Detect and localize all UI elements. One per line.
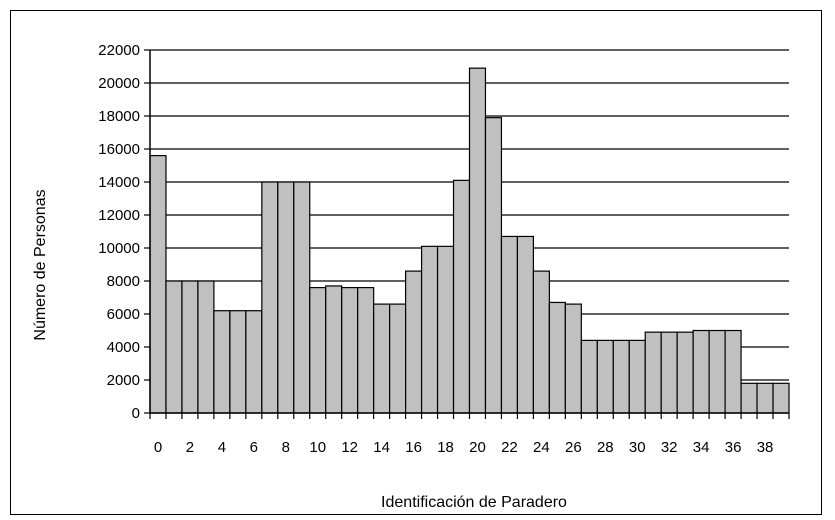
x-tick-label: 24	[533, 439, 550, 456]
bar	[740, 382, 758, 414]
bar	[420, 245, 439, 414]
bar	[692, 329, 710, 414]
axes	[149, 50, 789, 414]
y-tick-label: 2000	[107, 372, 140, 389]
x-tick-label: 26	[565, 439, 582, 456]
x-tick-label: 2	[186, 439, 194, 456]
bar	[772, 382, 790, 414]
x-tick-label: 34	[693, 439, 710, 456]
bar	[452, 179, 471, 414]
bar	[165, 280, 183, 414]
y-tick-label: 10000	[98, 240, 140, 257]
bar	[756, 382, 774, 414]
bar	[229, 310, 247, 414]
bar	[548, 301, 566, 414]
bar	[245, 310, 263, 414]
y-tick-label: 4000	[107, 339, 140, 356]
y-tick-label: 14000	[98, 174, 140, 191]
x-tick-label: 20	[469, 439, 486, 456]
bar	[261, 181, 279, 414]
x-tick-label: 30	[629, 439, 646, 456]
bar	[325, 285, 343, 414]
chart-frame	[10, 10, 822, 515]
bar	[708, 329, 726, 414]
x-tick-label: 28	[597, 439, 614, 456]
y-tick-label: 8000	[107, 273, 140, 290]
bar	[596, 339, 614, 414]
x-tick-label: 8	[282, 439, 290, 456]
bar	[468, 67, 487, 414]
y-tick-label: 20000	[98, 75, 140, 92]
y-tick-label: 22000	[98, 42, 140, 59]
y-tick-labels: 0 2000 4000 6000 8000 10000 12000 14000 16000 180…	[98, 42, 140, 422]
y-tick-label: 0	[132, 405, 140, 422]
y-tick-label: 18000	[98, 108, 140, 125]
y-tick-label: 6000	[107, 306, 140, 323]
bar	[580, 339, 598, 414]
bar	[213, 310, 231, 414]
x-tick-label: 16	[405, 439, 422, 456]
x-tick-labels: 0 2 4 6 8 10 12 14 16 18 20 22 24 26 28 30 32 34 36 38	[154, 439, 774, 456]
bar	[436, 245, 455, 414]
bar	[500, 235, 519, 414]
x-tick-label: 36	[725, 439, 742, 456]
bar	[564, 303, 582, 414]
bar	[612, 339, 630, 414]
bar	[309, 287, 327, 414]
bar	[181, 280, 199, 414]
bar	[532, 270, 550, 414]
bar	[357, 287, 375, 414]
bar	[389, 303, 407, 414]
bar	[724, 329, 742, 414]
bar	[197, 280, 215, 414]
bar	[149, 155, 167, 414]
bars	[149, 67, 790, 414]
x-tick-label: 6	[250, 439, 258, 456]
x-tick-label: 32	[661, 439, 678, 456]
y-axis-title: Número de Personas	[32, 189, 49, 340]
bar	[484, 117, 503, 414]
y-tick-label: 12000	[98, 207, 140, 224]
bar	[516, 235, 534, 414]
x-tick-label: 14	[373, 439, 390, 456]
x-axis-title: Identificación de Paradero	[381, 494, 567, 511]
bar	[405, 270, 423, 414]
bar	[341, 287, 359, 414]
x-tick-label: 22	[501, 439, 518, 456]
bar	[293, 181, 311, 414]
x-tick-label: 4	[218, 439, 226, 456]
y-tick-label: 16000	[98, 141, 140, 158]
bar	[277, 181, 295, 414]
x-tick-label: 12	[341, 439, 358, 456]
bar	[676, 331, 694, 414]
x-tick-label: 10	[309, 439, 326, 456]
bar	[660, 331, 678, 414]
x-tick-label: 18	[437, 439, 454, 456]
x-tick-label: 38	[757, 439, 774, 456]
bar	[644, 331, 662, 414]
x-tick-label: 0	[154, 439, 162, 456]
bar	[373, 303, 391, 414]
bar	[628, 339, 646, 414]
